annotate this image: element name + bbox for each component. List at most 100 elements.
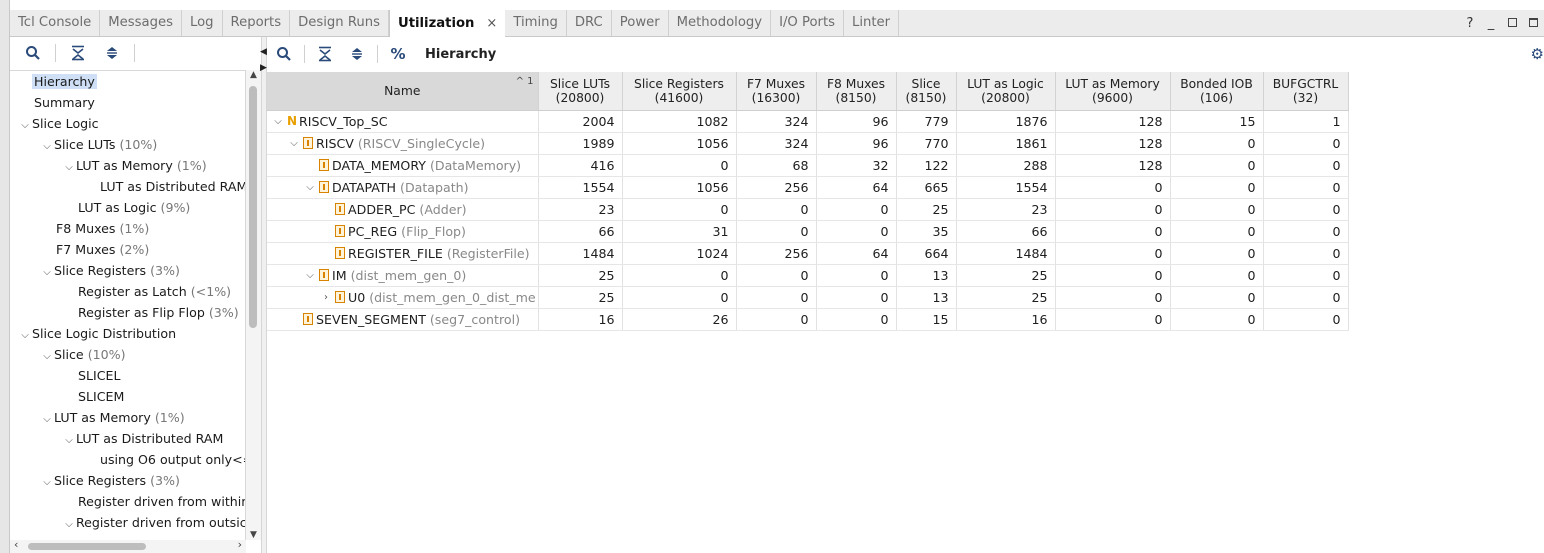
name-cell[interactable]: ⌵ RISCV (RISCV_SingleCycle) — [267, 132, 539, 155]
tree-item-summary[interactable]: Summary — [10, 92, 245, 113]
expand-all-icon[interactable] — [97, 40, 127, 66]
table-row[interactable]: ⌵ IM (dist_mem_gen_0) 25 0 0 0 13 25 0 0 0 — [267, 264, 1349, 287]
table-row[interactable]: DATA_MEMORY (DataMemory) 416 0 68 32 122 288 128… — [267, 154, 1349, 177]
column-header-bonded-iob[interactable]: Bonded IOB (106) — [1170, 72, 1264, 111]
chevron-down-icon[interactable]: ⌵ — [21, 330, 29, 341]
tab-timing[interactable]: Timing — [505, 10, 567, 36]
column-header-slice-luts[interactable]: Slice LUTs (20800) — [538, 72, 623, 111]
tab-design-runs[interactable]: Design Runs — [290, 10, 389, 36]
tab-log[interactable]: Log — [182, 10, 223, 36]
tree-item-lut-as-distributed-ram[interactable]: LUT as Distributed RAM — [10, 176, 245, 197]
tree-item-slice-registers-2[interactable]: ⌵ Slice Registers (3%) — [10, 470, 245, 491]
tree-item-hierarchy[interactable]: Hierarchy — [10, 71, 245, 92]
column-header-slice-registers[interactable]: Slice Registers (41600) — [622, 72, 737, 111]
tree-item-slicel[interactable]: SLICEL — [10, 365, 245, 386]
chevron-down-icon[interactable]: ⌵ — [306, 181, 314, 193]
tree-item-register-as-latch[interactable]: Register as Latch (<1%) — [10, 281, 245, 302]
chevron-down-icon[interactable]: ⌵ — [21, 120, 29, 131]
tree-item-lut-as-memory[interactable]: ⌵ LUT as Memory (1%) — [10, 155, 245, 176]
tree-item-f7-muxes[interactable]: F7 Muxes (2%) — [10, 239, 245, 260]
column-header-lut-as-logic[interactable]: LUT as Logic (20800) — [956, 72, 1056, 111]
tree-item-lut-as-distributed-ram-2[interactable]: ⌵ LUT as Distributed RAM — [10, 428, 245, 449]
pane-splitter[interactable]: ◀ ▶ — [260, 37, 267, 553]
scroll-left-icon[interactable]: ‹ — [14, 538, 19, 551]
tree-item-slice-logic[interactable]: ⌵ Slice Logic — [10, 113, 245, 134]
chevron-down-icon[interactable]: ⌵ — [43, 267, 51, 278]
scrollbar-thumb[interactable] — [249, 86, 257, 328]
name-cell[interactable]: DATA_MEMORY (DataMemory) — [267, 154, 539, 177]
chevron-down-icon[interactable]: ⌵ — [43, 351, 51, 362]
name-cell[interactable]: › U0 (dist_mem_gen_0_dist_me — [267, 286, 539, 309]
tab-linter[interactable]: Linter — [844, 10, 900, 36]
vertical-scrollbar[interactable]: ▲ ▼ — [246, 70, 261, 540]
table-row[interactable]: › U0 (dist_mem_gen_0_dist_me 25 0 0 0 13 25 0 0 0 — [267, 286, 1349, 309]
expand-right-icon[interactable]: ▶ — [260, 63, 267, 73]
search-icon[interactable] — [18, 40, 48, 66]
scrollbar-thumb[interactable] — [28, 543, 146, 550]
horizontal-scrollbar[interactable]: ‹ › — [10, 538, 246, 553]
name-cell[interactable]: REGISTER_FILE (RegisterFile) — [267, 242, 539, 265]
scroll-up-icon[interactable]: ▲ — [250, 70, 257, 80]
chevron-down-icon[interactable]: ⌵ — [274, 115, 282, 127]
table-row[interactable]: ⌵ RISCV (RISCV_SingleCycle) 1989 1056 324 96 77… — [267, 132, 1349, 155]
name-cell[interactable]: ⌵ DATAPATH (Datapath) — [267, 176, 539, 199]
tab-power[interactable]: Power — [612, 10, 669, 36]
tab-messages[interactable]: Messages — [100, 10, 182, 36]
percent-toggle-icon[interactable]: % — [390, 45, 406, 63]
collapse-left-icon[interactable]: ◀ — [260, 47, 267, 57]
help-icon[interactable]: ? — [1466, 15, 1474, 31]
chevron-down-icon[interactable]: ⌵ — [65, 519, 73, 530]
tree-item-slicem[interactable]: SLICEM — [10, 386, 245, 407]
chevron-down-icon[interactable]: ⌵ — [65, 435, 73, 446]
name-cell[interactable]: ⌵ N RISCV_Top_SC — [267, 110, 539, 133]
close-icon[interactable]: × — [486, 16, 498, 31]
minimize-icon[interactable]: _ — [1487, 15, 1495, 31]
table-row[interactable]: SEVEN_SEGMENT (seg7_control) 16 26 0 0 15 16 0 0 0 — [267, 308, 1349, 331]
chevron-down-icon[interactable]: ⌵ — [306, 269, 314, 281]
tree-item-register-driven-within[interactable]: Register driven from within — [10, 491, 245, 512]
table-row[interactable]: PC_REG (Flip_Flop) 66 31 0 0 35 66 0 0 0 — [267, 220, 1349, 243]
column-header-f7-muxes[interactable]: F7 Muxes (16300) — [736, 72, 817, 111]
table-row[interactable]: REGISTER_FILE (RegisterFile) 1484 1024 256 64… — [267, 242, 1349, 265]
tab-io-ports[interactable]: I/O Ports — [771, 10, 844, 36]
table-row[interactable]: ⌵ N RISCV_Top_SC 2004 1082 324 96 779 1876 128 15 1 — [267, 110, 1349, 133]
collapse-all-icon[interactable] — [63, 40, 93, 66]
tree-item-slice-logic-distribution[interactable]: ⌵ Slice Logic Distribution — [10, 323, 245, 344]
tab-utilization[interactable]: Utilization × — [389, 10, 506, 38]
name-cell[interactable]: ADDER_PC (Adder) — [267, 198, 539, 221]
chevron-down-icon[interactable]: ⌵ — [43, 141, 51, 152]
name-cell[interactable]: PC_REG (Flip_Flop) — [267, 220, 539, 243]
search-icon[interactable] — [269, 41, 299, 67]
tree-item-slice-registers[interactable]: ⌵ Slice Registers (3%) — [10, 260, 245, 281]
column-header-name[interactable]: Name ^ 1 — [267, 72, 539, 111]
chevron-down-icon[interactable]: ⌵ — [43, 414, 51, 425]
table-row[interactable]: ADDER_PC (Adder) 23 0 0 0 25 23 0 0 0 — [267, 198, 1349, 221]
table-row[interactable]: ⌵ DATAPATH (Datapath) 1554 1056 256 64 665 1554 0… — [267, 176, 1349, 199]
gear-icon[interactable]: ⚙ — [1530, 45, 1544, 63]
collapse-all-icon[interactable] — [310, 41, 340, 67]
chevron-down-icon[interactable]: ⌵ — [290, 137, 298, 149]
scroll-down-icon[interactable]: ▼ — [250, 530, 257, 540]
tree-item-register-driven-outside[interactable]: ⌵ Register driven from outsic — [10, 512, 245, 533]
scroll-right-icon[interactable]: › — [237, 538, 242, 551]
tree-item-register-as-flip-flop[interactable]: Register as Flip Flop (3%) — [10, 302, 245, 323]
column-header-bufgctrl[interactable]: BUFGCTRL (32) — [1263, 72, 1349, 111]
tree-item-lut-as-memory-2[interactable]: ⌵ LUT as Memory (1%) — [10, 407, 245, 428]
tree-item-f8-muxes[interactable]: F8 Muxes (1%) — [10, 218, 245, 239]
column-header-lut-as-memory[interactable]: LUT as Memory (9600) — [1055, 72, 1171, 111]
tree-item-slice[interactable]: ⌵ Slice (10%) — [10, 344, 245, 365]
expand-all-icon[interactable] — [342, 41, 372, 67]
chevron-right-icon[interactable]: › — [324, 291, 328, 303]
tree-item-lut-as-logic[interactable]: LUT as Logic (9%) — [10, 197, 245, 218]
name-cell[interactable]: ⌵ IM (dist_mem_gen_0) — [267, 264, 539, 287]
tab-reports[interactable]: Reports — [223, 10, 291, 36]
tree-item-slice-luts[interactable]: ⌵ Slice LUTs (10%) — [10, 134, 245, 155]
name-cell[interactable]: SEVEN_SEGMENT (seg7_control) — [267, 308, 539, 331]
maximize-icon[interactable] — [1526, 16, 1540, 31]
column-header-slice[interactable]: Slice (8150) — [896, 72, 957, 111]
chevron-down-icon[interactable]: ⌵ — [65, 162, 73, 173]
chevron-down-icon[interactable]: ⌵ — [43, 477, 51, 488]
tab-methodology[interactable]: Methodology — [669, 10, 772, 36]
tree-item-using-o6-output[interactable]: using O6 output only<= — [10, 449, 245, 470]
column-header-f8-muxes[interactable]: F8 Muxes (8150) — [816, 72, 897, 111]
